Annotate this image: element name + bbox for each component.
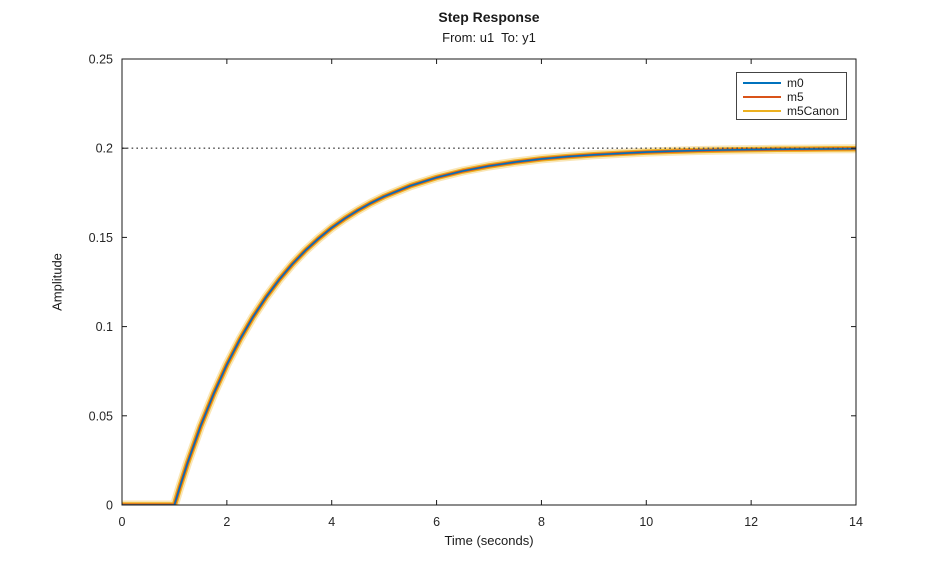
legend-item: m5Canon — [737, 104, 846, 118]
legend-item: m5 — [737, 90, 846, 104]
legend-item: m0 — [737, 76, 846, 90]
y-tick-label: 0.05 — [89, 409, 113, 423]
y-axis-label: Amplitude — [49, 253, 65, 311]
x-tick-label: 6 — [433, 515, 440, 529]
plot-subtitle: From: u1 To: y1 — [442, 30, 536, 45]
legend-item-label: m0 — [787, 76, 804, 90]
y-tick-label: 0.1 — [96, 320, 113, 334]
legend-item-label: m5Canon — [787, 104, 840, 118]
series-line-m5 — [122, 147, 856, 505]
axes-box — [121, 58, 857, 506]
series-line-m0 — [122, 147, 856, 505]
x-tick-label: 4 — [328, 515, 335, 529]
legend-line-swatch-m5 — [743, 96, 781, 98]
plot-title: Step Response — [438, 9, 540, 25]
confidence-band-m5Canon — [122, 144, 856, 505]
legend-item-label: m5 — [787, 90, 804, 104]
y-tick-label: 0.25 — [89, 53, 113, 67]
x-tick-label: 12 — [744, 515, 758, 529]
x-axis-label: Time (seconds) — [444, 533, 534, 548]
y-tick-label: 0.2 — [96, 142, 113, 156]
x-tick-label: 14 — [849, 515, 863, 529]
x-tick-label: 2 — [223, 515, 230, 529]
x-tick-label: 10 — [639, 515, 653, 529]
legend: m0 m5 m5Canon — [736, 72, 847, 120]
legend-line-swatch-m5Canon — [743, 110, 781, 112]
y-tick-label: 0.15 — [89, 231, 113, 245]
x-tick-label: 0 — [119, 515, 126, 529]
legend-line-swatch-m0 — [743, 82, 781, 84]
series-line-m5Canon — [122, 145, 856, 505]
y-tick-label: 0 — [106, 499, 113, 513]
x-tick-label: 8 — [538, 515, 545, 529]
